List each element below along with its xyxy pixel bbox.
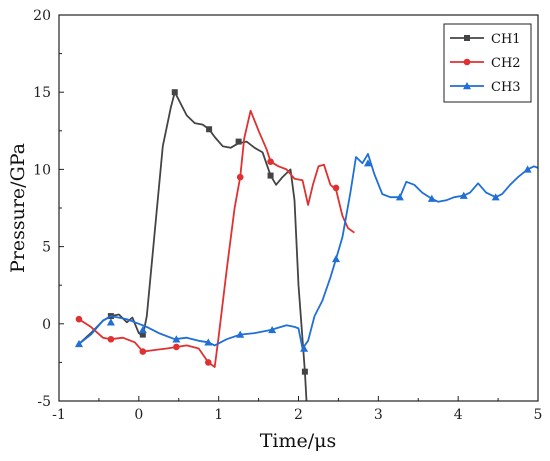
data-point-ch2: [173, 343, 180, 351]
data-point-ch3: [491, 193, 500, 201]
data-point-ch1: [267, 172, 274, 179]
data-point-ch3: [204, 338, 213, 346]
data-point-ch3: [236, 330, 245, 338]
data-point-ch1: [139, 331, 146, 338]
y-tick-label: 20: [33, 8, 51, 24]
y-tick-label: 5: [42, 240, 51, 256]
data-point-ch2: [332, 184, 340, 192]
x-tick-label: 5: [534, 407, 543, 423]
data-point-ch1: [235, 138, 242, 145]
data-point-ch1: [171, 89, 178, 96]
data-point-ch3: [395, 193, 404, 201]
data-point-ch2: [139, 348, 147, 355]
series-ch1: [78, 89, 308, 401]
data-point-ch3: [523, 165, 532, 173]
legend-label-ch2: CH2: [491, 56, 521, 71]
data-point-ch3: [106, 318, 115, 326]
data-point-ch2: [267, 158, 274, 165]
x-tick-label: 4: [454, 407, 463, 423]
data-point-ch3: [268, 325, 277, 334]
x-axis-title: Time/μs: [260, 430, 337, 452]
legend-marker-ch3: [463, 82, 471, 90]
legend-item-ch2: CH2: [450, 56, 521, 71]
legend-item-ch3: CH3: [450, 80, 521, 95]
data-point-ch3: [74, 339, 83, 348]
y-tick-label: 0: [42, 317, 51, 333]
data-point-ch3: [363, 159, 372, 167]
data-point-ch2: [204, 359, 212, 366]
legend-item-ch1: CH1: [450, 32, 521, 47]
y-tick-label: -5: [37, 394, 51, 410]
legend-marker-ch2: [463, 58, 471, 66]
legend-marker-ch1: [464, 35, 470, 41]
series-layer: [74, 89, 538, 401]
x-tick-label: 0: [134, 407, 143, 423]
data-point-ch3: [172, 335, 181, 343]
series-line-ch3: [78, 153, 538, 350]
data-point-ch3: [459, 191, 468, 199]
x-tick-label: -1: [52, 407, 66, 423]
x-tick-label: 1: [214, 407, 223, 423]
legend-box: [443, 23, 532, 103]
data-point-ch2: [107, 335, 115, 343]
legend: CH1 CH2 CH3: [443, 23, 532, 103]
legend-label-ch3: CH3: [491, 80, 521, 95]
data-point-ch3: [427, 194, 436, 202]
y-tick-label: 10: [33, 162, 51, 178]
data-point-ch3: [300, 344, 309, 352]
axes-layer: -1 0 1 2 3 4 5 -5 0 5 10 15 20: [33, 8, 542, 423]
data-point-ch2: [236, 173, 244, 181]
data-point-ch3: [138, 325, 147, 334]
series-ch3: [74, 153, 538, 352]
series-line-ch1: [78, 91, 308, 401]
series-line-ch2: [78, 109, 355, 368]
series-ch2: [75, 109, 355, 368]
data-point-ch3: [332, 254, 341, 263]
legend-label-ch1: CH1: [491, 32, 521, 47]
x-tick-label: 3: [374, 407, 383, 423]
data-point-ch2: [75, 315, 83, 323]
data-point-ch1: [206, 126, 213, 133]
y-tick-label: 15: [33, 85, 51, 101]
data-point-ch1: [301, 368, 308, 375]
y-axis-title: Pressure/GPa: [7, 143, 29, 273]
x-tick-label: 2: [294, 407, 303, 423]
